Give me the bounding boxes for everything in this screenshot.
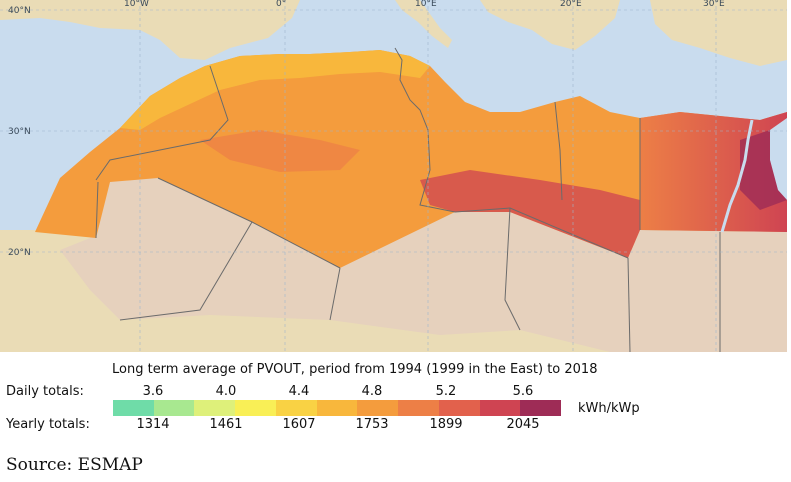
legend-swatch xyxy=(520,400,562,416)
legend-title: Long term average of PVOUT, period from … xyxy=(112,362,598,377)
nile-river xyxy=(720,119,754,233)
legend-swatch xyxy=(357,400,399,416)
daily-tick-row: 3.6 4.0 4.4 4.8 5.2 5.6 xyxy=(0,384,791,400)
legend-swatch xyxy=(113,400,154,416)
legend-swatch xyxy=(275,400,317,416)
daily-tick: 5.6 xyxy=(512,384,534,399)
daily-totals-label: Daily totals: xyxy=(6,384,84,399)
yearly-tick-row: 1314 1461 1607 1753 1899 2045 xyxy=(0,417,791,433)
graticule xyxy=(0,0,787,352)
lon-label-0: 0° xyxy=(276,0,286,9)
yearly-totals-label: Yearly totals: xyxy=(6,417,90,432)
yearly-tick: 1607 xyxy=(282,417,316,432)
coastal-band xyxy=(120,50,430,130)
balkans-land xyxy=(480,0,620,50)
yearly-tick: 1314 xyxy=(136,417,170,432)
solar-map: 40°N 30°N 20°N 10°W 0° 10°E 20°E 30°E xyxy=(0,0,787,352)
legend-swatch xyxy=(438,400,480,416)
daily-tick: 5.2 xyxy=(435,384,457,399)
anatolia-land xyxy=(650,0,787,66)
legend-swatch xyxy=(153,400,195,416)
yearly-tick: 1753 xyxy=(355,417,389,432)
lon-label-10w: 10°W xyxy=(124,0,149,9)
red-sea xyxy=(770,118,787,200)
daily-tick: 4.8 xyxy=(361,384,383,399)
unit-label: kWh/kWp xyxy=(578,401,640,416)
daily-tick: 4.0 xyxy=(215,384,237,399)
daily-tick: 4.4 xyxy=(288,384,310,399)
legend-swatch xyxy=(235,400,276,416)
muted-region xyxy=(60,178,787,352)
yearly-tick: 1899 xyxy=(429,417,463,432)
lat-label-20: 20°N xyxy=(8,248,31,258)
legend-swatch xyxy=(398,400,439,416)
lon-label-20e: 20°E xyxy=(560,0,582,9)
source-caption: Source: ESMAP xyxy=(6,455,143,475)
hot-zone-central xyxy=(420,170,640,258)
italy-land xyxy=(395,0,452,48)
lat-label-40: 40°N xyxy=(8,6,31,16)
mid-zone-west xyxy=(200,130,360,172)
country-borders xyxy=(95,47,721,352)
lon-label-30e: 30°E xyxy=(703,0,725,9)
yearly-tick: 1461 xyxy=(209,417,243,432)
legend-swatch xyxy=(316,400,358,416)
legend-swatch xyxy=(194,400,236,416)
lat-label-30: 30°N xyxy=(8,127,31,137)
legend-color-bar xyxy=(113,400,562,416)
daily-tick: 3.6 xyxy=(142,384,164,399)
legend-swatch xyxy=(479,400,521,416)
iberia-land xyxy=(0,0,300,60)
lon-label-10e: 10°E xyxy=(415,0,437,9)
map-canvas: 40°N 30°N 20°N 10°W 0° 10°E 20°E 30°E xyxy=(0,0,787,352)
yearly-tick: 2045 xyxy=(506,417,540,432)
